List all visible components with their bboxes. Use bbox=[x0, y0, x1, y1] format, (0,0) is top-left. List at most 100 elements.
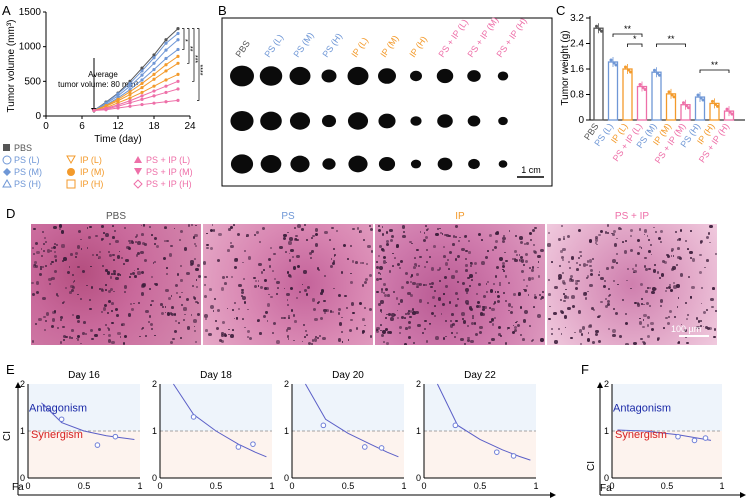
volume-point bbox=[176, 54, 180, 58]
weight-bar-ps-l bbox=[607, 61, 619, 121]
weight-bar-pbs bbox=[593, 27, 604, 121]
ci-ytick: 0 bbox=[284, 473, 289, 483]
weight-point bbox=[725, 107, 729, 111]
weight-point bbox=[728, 110, 732, 114]
volume-series-ip-h bbox=[93, 73, 179, 111]
ci-ytick: 1 bbox=[284, 426, 289, 436]
ci-ytick: 2 bbox=[416, 379, 421, 389]
weight-point bbox=[638, 83, 642, 87]
he-label-psip: PS + IP bbox=[615, 211, 650, 222]
volume-point bbox=[176, 87, 180, 91]
panel-letter-b: B bbox=[218, 3, 227, 18]
weight-point bbox=[643, 88, 647, 92]
ci-xtick: 1 bbox=[533, 481, 538, 491]
ci-point bbox=[250, 441, 256, 447]
weight-point bbox=[624, 65, 627, 69]
volume-point bbox=[176, 47, 180, 52]
scalebar-d-label: 100 µm bbox=[671, 324, 702, 334]
ci-point bbox=[691, 437, 698, 444]
ci-ytick: 0 bbox=[416, 473, 421, 483]
weight-point bbox=[614, 63, 618, 67]
ci-point bbox=[702, 435, 709, 441]
ci-ytick: 0 bbox=[152, 473, 157, 483]
volume-xtick: 0 bbox=[43, 121, 49, 132]
weight-sig-bracket bbox=[612, 33, 643, 37]
volume-point bbox=[104, 108, 108, 112]
weight-bar-ps-ip-l bbox=[636, 85, 648, 121]
volume-point bbox=[140, 69, 144, 73]
ci-xtick: 0 bbox=[609, 481, 614, 491]
weight-point bbox=[627, 68, 630, 72]
he-image-ps bbox=[203, 224, 373, 345]
ci-ytick: 2 bbox=[152, 379, 157, 389]
volume-sig-stars: ** bbox=[186, 46, 193, 52]
ci-panel-day-20: Day 20 0 1 2 0 0.5 1 bbox=[284, 370, 407, 491]
weight-point bbox=[629, 70, 632, 74]
volume-sig-stars: * bbox=[181, 39, 188, 42]
ci-xtick: 1 bbox=[269, 481, 274, 491]
volume-point bbox=[152, 67, 156, 72]
ci-ytick: 2 bbox=[284, 379, 289, 389]
volume-point bbox=[140, 85, 144, 90]
volume-point bbox=[140, 94, 144, 98]
legend-marker-psip-l bbox=[134, 156, 142, 163]
volume-xtick: 12 bbox=[112, 121, 124, 132]
synergism-label: Synergism bbox=[615, 429, 667, 441]
legend-marker-ps-m bbox=[3, 168, 11, 176]
weight-point bbox=[612, 61, 616, 65]
tumor-specimen bbox=[347, 66, 369, 86]
volume-point bbox=[152, 72, 156, 76]
weight-ytick: 0 bbox=[578, 115, 584, 126]
ci-panel-day-22: Day 22 0 1 2 0 0.5 1 bbox=[416, 370, 539, 491]
treatment-legend: PBS PS (L) PS (M) PS (H) IP (L) IP (M) I… bbox=[2, 143, 193, 189]
volume-point bbox=[92, 108, 96, 113]
weight-point bbox=[658, 73, 661, 77]
antagonism-label: Antagonism bbox=[29, 403, 87, 415]
ci-panel-day-16: Day 16 0 1 2 0 0.5 1 Antagonism Synergism bbox=[20, 370, 143, 491]
volume-point bbox=[140, 102, 144, 107]
volume-point bbox=[116, 106, 120, 110]
ci-xtick: 0 bbox=[289, 481, 294, 491]
weight-point bbox=[653, 68, 656, 72]
ci-ytick: 1 bbox=[152, 426, 157, 436]
volume-ytick: 500 bbox=[24, 76, 41, 87]
weight-point bbox=[701, 98, 705, 102]
tumor-specimen bbox=[230, 65, 254, 87]
legend-pbs: PBS bbox=[14, 143, 32, 153]
tumor-specimen bbox=[259, 66, 283, 86]
ci-panel-title: Day 20 bbox=[332, 370, 364, 381]
legend-ps-m: PS (M) bbox=[14, 167, 42, 177]
ci-xtick: 0.5 bbox=[661, 481, 674, 491]
tumor-specimen bbox=[230, 110, 254, 132]
ci-panel-title: Day 16 bbox=[68, 370, 100, 381]
weight-bar-ps-m bbox=[651, 71, 662, 121]
tumor-specimen bbox=[289, 66, 311, 86]
weight-point bbox=[598, 27, 601, 31]
legend-marker-ps-l bbox=[2, 155, 12, 165]
volume-sig-stars: *** bbox=[191, 55, 198, 63]
he-image-psip: 100 µm bbox=[547, 224, 717, 345]
ci-xlabel-e: Fa bbox=[12, 482, 24, 493]
legend-ps-h: PS (H) bbox=[14, 179, 41, 189]
tumor-specimen bbox=[321, 114, 337, 128]
ci-point bbox=[235, 444, 242, 450]
volume-point bbox=[128, 101, 132, 105]
volume-point bbox=[152, 56, 156, 60]
volume-point bbox=[152, 94, 156, 98]
volume-point bbox=[164, 38, 168, 42]
weight-sig-stars: ** bbox=[711, 60, 719, 70]
volume-series-ps-ip-m bbox=[93, 88, 179, 111]
ci-fit-curve bbox=[173, 383, 267, 458]
ci-point bbox=[320, 422, 327, 429]
volume-point bbox=[164, 69, 168, 73]
tumor-specimen bbox=[321, 69, 337, 83]
volume-series-ps-l bbox=[93, 33, 179, 111]
tumor-specimen bbox=[436, 68, 454, 84]
weight-ytick: 3.2 bbox=[570, 13, 584, 24]
tumor-specimen bbox=[467, 115, 481, 127]
legend-marker-psip-m bbox=[134, 168, 142, 175]
volume-series-ps-m bbox=[93, 39, 179, 111]
panel-letter-c: C bbox=[556, 3, 565, 18]
volume-sig-bracket bbox=[187, 28, 190, 64]
